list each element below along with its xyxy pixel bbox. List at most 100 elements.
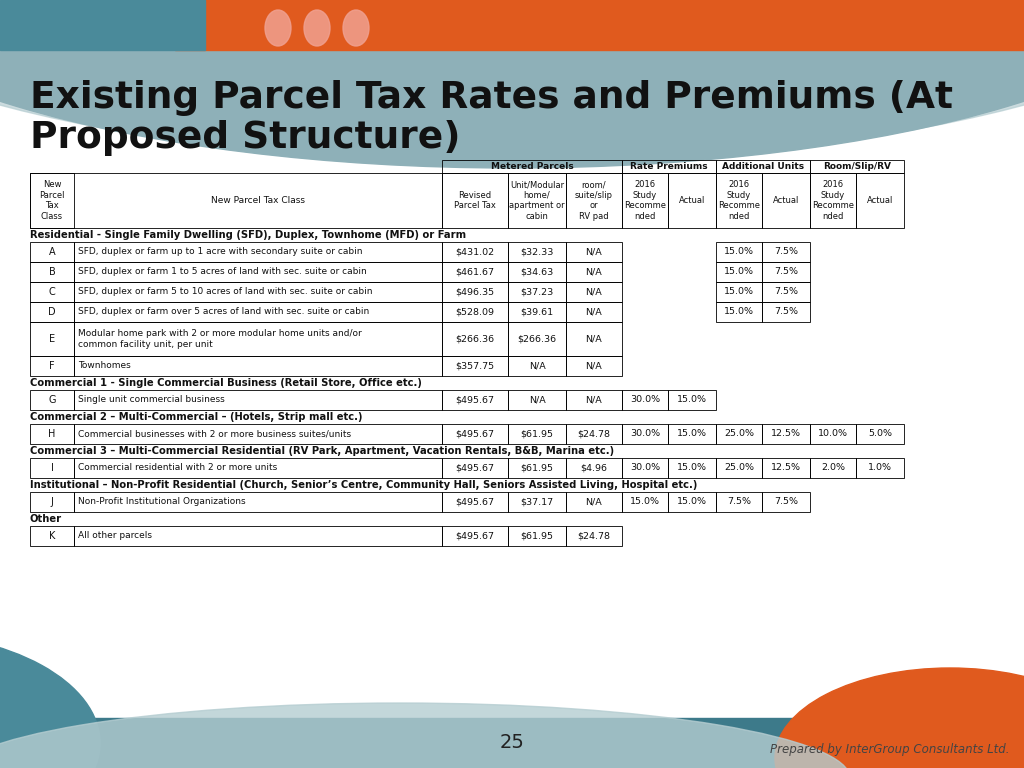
Text: Actual: Actual [679,196,706,205]
Text: $266.36: $266.36 [456,335,495,343]
Bar [30,492,74,512]
Bar [30,173,442,228]
Text: 30.0%: 30.0% [630,396,660,405]
Text: 2016
Study
Recomme
nded: 2016 Study Recomme nded [812,180,854,220]
Text: Townhomes: Townhomes [78,362,131,370]
Text: room/
suite/slip
or
RV pad: room/ suite/slip or RV pad [575,180,613,220]
Bar [74,262,442,282]
Bar [0,0,205,50]
Bar [30,458,74,478]
Text: $61.95: $61.95 [520,531,554,541]
Text: $495.67: $495.67 [456,464,495,472]
Text: H: H [48,429,55,439]
Text: 7.5%: 7.5% [774,287,798,296]
Text: A: A [49,247,55,257]
Bar [30,424,74,444]
Bar [622,458,668,478]
Bar [442,282,508,302]
Bar [668,390,716,410]
Bar [716,302,762,322]
Text: 12.5%: 12.5% [771,429,801,439]
Bar [566,458,622,478]
Bar [810,173,856,228]
Text: 15.0%: 15.0% [724,287,754,296]
Bar [74,282,442,302]
Ellipse shape [265,10,291,46]
Text: New
Parcel
Tax
Class: New Parcel Tax Class [39,180,65,220]
Text: D: D [48,307,56,317]
Bar [508,282,566,302]
Bar [566,242,622,262]
Bar [508,526,566,546]
Text: N/A: N/A [586,362,602,370]
Text: 7.5%: 7.5% [774,307,798,316]
Text: 2.0%: 2.0% [821,464,845,472]
Bar [442,160,622,173]
Text: Single unit commercial business: Single unit commercial business [78,396,224,405]
Ellipse shape [343,10,369,46]
Bar [442,262,508,282]
Bar [716,262,762,282]
Text: Prepared by InterGroup Consultants Ltd.: Prepared by InterGroup Consultants Ltd. [770,743,1010,756]
Text: 15.0%: 15.0% [677,429,707,439]
Text: $495.67: $495.67 [456,498,495,507]
Text: Residential - Single Family Dwelling (SFD), Duplex, Townhome (MFD) or Farm: Residential - Single Family Dwelling (SF… [30,230,466,240]
Text: 15.0%: 15.0% [724,267,754,276]
Bar [442,173,508,228]
Text: 25: 25 [500,733,524,753]
Text: $34.63: $34.63 [520,267,554,276]
Bar [74,458,442,478]
Bar [566,492,622,512]
Bar [30,302,74,322]
Ellipse shape [0,633,100,768]
Text: Commercial 2 – Multi-Commercial – (Hotels, Strip mall etc.): Commercial 2 – Multi-Commercial – (Hotel… [30,412,362,422]
Bar [175,0,1024,50]
Text: E: E [49,334,55,344]
Bar [30,282,74,302]
Text: Revised
Parcel Tax: Revised Parcel Tax [454,190,496,210]
Ellipse shape [304,10,330,46]
Text: Proposed Structure): Proposed Structure) [30,120,461,156]
Text: $495.67: $495.67 [456,396,495,405]
Bar [668,458,716,478]
Bar [622,160,716,173]
Text: N/A: N/A [586,247,602,257]
Bar [668,492,716,512]
Text: $39.61: $39.61 [520,307,554,316]
Text: Non-Profit Institutional Organizations: Non-Profit Institutional Organizations [78,498,246,507]
Text: Room/Slip/RV: Room/Slip/RV [823,162,891,171]
Bar [810,424,856,444]
Text: I: I [50,463,53,473]
Bar [74,492,442,512]
Text: Commercial 1 - Single Commercial Business (Retail Store, Office etc.): Commercial 1 - Single Commercial Busines… [30,378,422,388]
Text: 10.0%: 10.0% [818,429,848,439]
Bar [762,458,810,478]
Bar [508,173,566,228]
Text: SFD, duplex or farm 5 to 10 acres of land with sec. suite or cabin: SFD, duplex or farm 5 to 10 acres of lan… [78,287,373,296]
Bar [762,173,810,228]
Bar [74,242,442,262]
Text: $461.67: $461.67 [456,267,495,276]
Bar [30,390,74,410]
Text: 2016
Study
Recomme
nded: 2016 Study Recomme nded [718,180,760,220]
Bar [508,458,566,478]
Text: 7.5%: 7.5% [727,498,751,507]
Text: Unit/Modular
home/
apartment or
cabin: Unit/Modular home/ apartment or cabin [509,180,565,220]
Bar [668,173,716,228]
Text: Actual: Actual [773,196,799,205]
Text: 15.0%: 15.0% [630,498,660,507]
Bar [74,424,442,444]
Text: 15.0%: 15.0% [677,396,707,405]
Text: $357.75: $357.75 [456,362,495,370]
Text: Rate Premiums: Rate Premiums [630,162,708,171]
Bar [622,424,668,444]
Bar [566,390,622,410]
Text: 2016
Study
Recomme
nded: 2016 Study Recomme nded [624,180,666,220]
Text: 7.5%: 7.5% [774,247,798,257]
Bar [716,242,762,262]
Bar [668,424,716,444]
Text: $61.95: $61.95 [520,429,554,439]
Bar [762,262,810,282]
Text: Institutional – Non-Profit Residential (Church, Senior’s Centre, Community Hall,: Institutional – Non-Profit Residential (… [30,480,697,490]
Bar [810,160,904,173]
